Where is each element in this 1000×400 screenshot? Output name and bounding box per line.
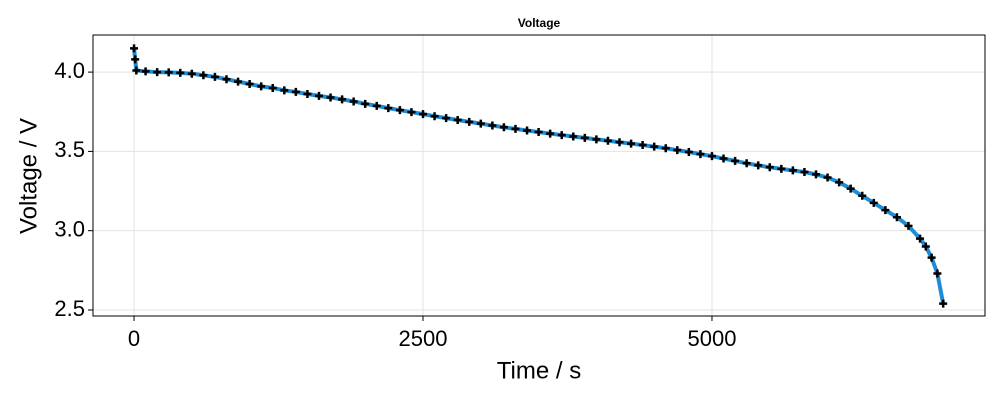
marker (788, 166, 797, 175)
marker (303, 89, 312, 98)
marker (627, 139, 636, 148)
marker (731, 156, 740, 165)
chart-title: Voltage (518, 16, 561, 30)
marker (534, 128, 543, 137)
marker (511, 124, 520, 133)
y-tick-label: 3.5 (54, 137, 85, 162)
x-tick-label: 2500 (399, 326, 448, 351)
marker (419, 110, 428, 119)
marker (812, 170, 821, 179)
marker (742, 159, 751, 168)
marker (869, 198, 878, 207)
marker (892, 213, 901, 222)
x-axis-label: Time / s (497, 357, 581, 384)
marker (933, 269, 942, 278)
marker (615, 138, 624, 147)
marker (777, 164, 786, 173)
line (132, 48, 946, 305)
marker (921, 242, 930, 251)
marker (384, 104, 393, 113)
marker (257, 82, 266, 91)
marker (696, 150, 705, 159)
marker (499, 123, 508, 132)
marker (234, 77, 243, 86)
marker (131, 55, 140, 64)
marker (592, 135, 601, 144)
marker (141, 67, 150, 76)
marker (245, 80, 254, 89)
marker (661, 144, 670, 153)
marker (916, 234, 925, 243)
marker (326, 93, 335, 102)
marker (176, 68, 185, 77)
marker (846, 184, 855, 193)
marker (349, 97, 358, 106)
marker (130, 44, 139, 53)
marker (823, 173, 832, 182)
marker (684, 148, 693, 157)
y-tick-label: 2.5 (54, 296, 85, 321)
marker (488, 121, 497, 130)
marker (187, 69, 196, 78)
marker (754, 161, 763, 170)
marker (222, 75, 231, 84)
marker (164, 68, 173, 77)
marker (765, 163, 774, 172)
marker (546, 129, 555, 138)
y-tick-label: 4.0 (54, 58, 85, 83)
marker (800, 168, 809, 177)
marker (569, 132, 578, 141)
marker (453, 115, 462, 124)
marker (132, 66, 141, 75)
x-tick-label: 0 (128, 326, 140, 351)
marker (280, 86, 289, 95)
marker (199, 71, 208, 80)
marker (557, 131, 566, 140)
marker (395, 106, 404, 115)
marker (407, 108, 416, 117)
plot-frame (92, 34, 986, 317)
marker (673, 146, 682, 155)
marker (476, 119, 485, 128)
marker (210, 72, 219, 81)
marker (338, 95, 347, 104)
marker (361, 99, 370, 108)
marker (881, 206, 890, 215)
marker (904, 221, 913, 230)
marker (650, 142, 659, 151)
marker (291, 87, 300, 96)
marker (858, 191, 867, 200)
marker (153, 68, 162, 77)
marker (523, 126, 532, 135)
marker (580, 133, 589, 142)
marker (835, 178, 844, 187)
marker (442, 114, 451, 123)
marker (430, 112, 439, 121)
marker (927, 253, 936, 262)
x-tick-label: 5000 (688, 326, 737, 351)
marker (268, 83, 277, 92)
marker (603, 136, 612, 145)
marker (314, 91, 323, 100)
marker (707, 152, 716, 161)
y-axis-label: Voltage / V (15, 118, 42, 234)
marker (939, 299, 948, 308)
marker (372, 101, 381, 110)
marker (719, 154, 728, 163)
marker (638, 141, 647, 150)
marker (465, 117, 474, 126)
y-tick-label: 3.0 (54, 216, 85, 241)
